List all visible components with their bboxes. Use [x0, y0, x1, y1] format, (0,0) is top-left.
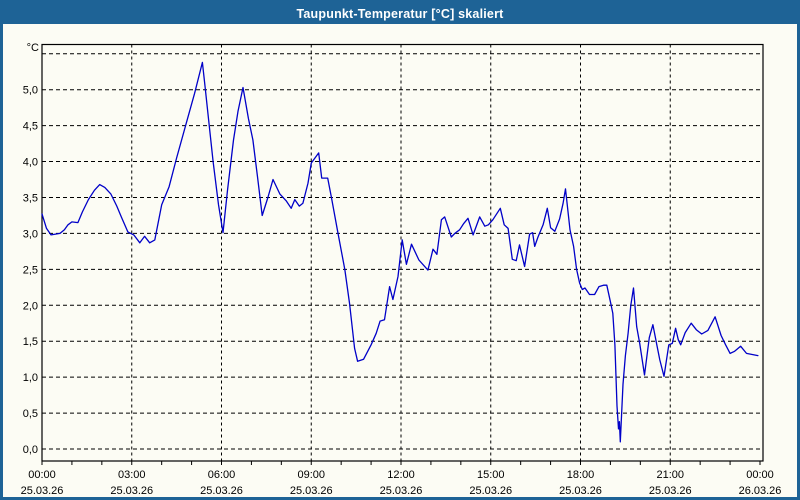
- x-axis-date-label: 25.03.26: [110, 485, 153, 497]
- x-axis-date-label: 26.03.26: [739, 485, 782, 497]
- x-axis-time-label: 15:00: [477, 469, 505, 481]
- y-axis-label: 3,5: [23, 192, 38, 204]
- y-axis-label: 0,0: [23, 444, 38, 456]
- y-axis-labels: 0,0 0,5 1,0 1,5 2,0 2,5 3,0 3,5 4,0 4,5 5,0 °C: [23, 42, 39, 456]
- gridlines: [42, 44, 763, 461]
- x-axis-date-label: 25.03.26: [469, 485, 512, 497]
- window-title-bar: Taupunkt-Temperatur [°C] skaliert: [3, 3, 797, 24]
- x-axis-time-label: 00:00: [746, 469, 774, 481]
- x-axis-ticks: [41, 461, 761, 465]
- x-axis-time-label: 18:00: [567, 469, 595, 481]
- chart-plot: 0,0 0,5 1,0 1,5 2,0 2,5 3,0 3,5 4,0 4,5 5,0 °C 00:00…: [21, 42, 782, 497]
- chart-title: Taupunkt-Temperatur [°C] skaliert: [296, 6, 504, 21]
- y-axis-label: 2,5: [23, 264, 38, 276]
- x-axis-date-label: 25.03.26: [649, 485, 692, 497]
- y-axis-unit-label: °C: [27, 42, 39, 54]
- x-axis-date-label: 25.03.26: [290, 485, 333, 497]
- x-axis-date-label: 25.03.26: [380, 485, 423, 497]
- y-axis-label: 3,0: [23, 228, 38, 240]
- y-axis-label: 2,0: [23, 300, 38, 312]
- y-axis-label: 4,0: [23, 157, 38, 169]
- y-axis-label: 1,0: [23, 372, 38, 384]
- x-axis-date-label: 25.03.26: [200, 485, 243, 497]
- x-axis-time-label: 09:00: [297, 469, 325, 481]
- temperature-line: [41, 61, 759, 443]
- y-axis-label: 1,5: [23, 336, 38, 348]
- x-axis-labels: 00:00 25.03.26 03:00 25.03.26 06:00 25.03.26 0…: [21, 469, 782, 497]
- x-axis-date-label: 25.03.26: [559, 485, 602, 497]
- y-axis-label: 5,0: [23, 85, 38, 97]
- y-axis-label: 0,5: [23, 408, 38, 420]
- x-axis-time-label: 00:00: [28, 469, 56, 481]
- x-axis-time-label: 12:00: [387, 469, 415, 481]
- x-axis-date-label: 25.03.26: [21, 485, 64, 497]
- y-axis-label: 4,5: [23, 121, 38, 133]
- x-axis-time-label: 03:00: [118, 469, 146, 481]
- plot-border: [41, 43, 764, 462]
- x-axis-time-label: 06:00: [208, 469, 236, 481]
- x-axis-time-label: 21:00: [656, 469, 684, 481]
